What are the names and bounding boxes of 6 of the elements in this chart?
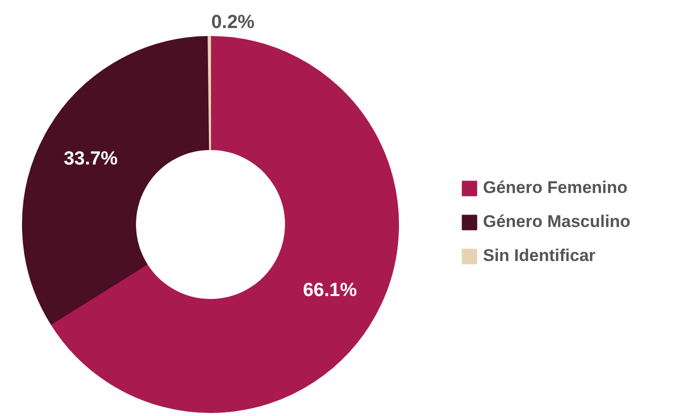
legend-label: Género Femenino xyxy=(483,178,628,198)
data-label: 33.7% xyxy=(64,148,118,170)
legend-label: Sin Identificar xyxy=(483,246,596,266)
data-label: 66.1% xyxy=(302,280,357,302)
data-label: 0.2% xyxy=(211,12,255,34)
legend-label: Género Masculino xyxy=(483,212,630,232)
